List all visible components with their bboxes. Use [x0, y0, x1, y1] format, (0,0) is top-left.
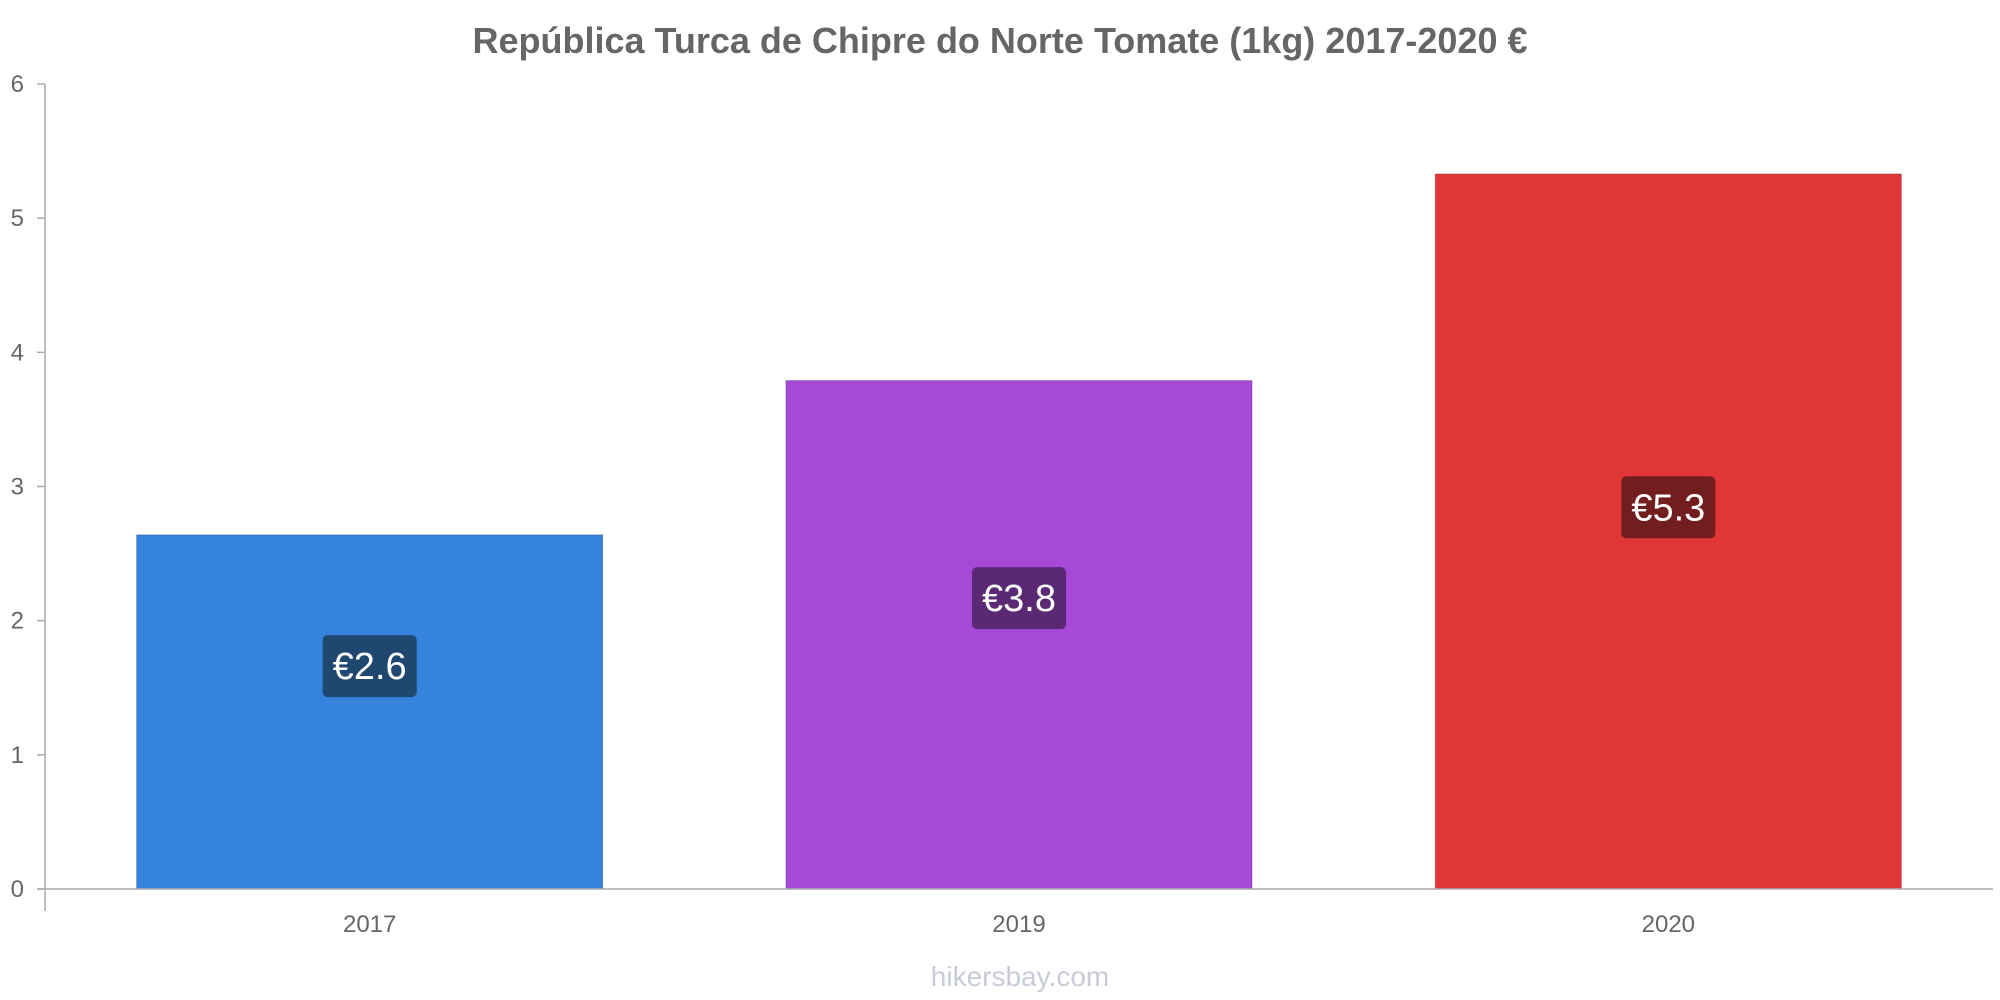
y-tick-label: 5 [11, 205, 24, 232]
x-tick-label: 2017 [343, 911, 396, 938]
value-label-box [1621, 476, 1716, 539]
y-tick-label: 4 [11, 339, 24, 366]
y-tick-label: 0 [11, 876, 24, 903]
y-tick-label: 2 [11, 608, 24, 635]
value-label: €2.6 [333, 646, 407, 688]
x-tick-label: 2019 [992, 911, 1045, 938]
bars: €2.6 €3.8 €5.3 [136, 173, 1902, 890]
y-tick-label: 6 [11, 71, 24, 98]
value-label: €3.8 [982, 578, 1056, 620]
bar-2017 [136, 534, 604, 890]
x-axis: 2017 2019 2020 [37, 888, 1993, 938]
watermark: hikersbay.com [931, 961, 1109, 992]
y-axis: 0 1 2 3 4 5 6 [11, 71, 46, 911]
y-tick-label: 3 [11, 474, 24, 501]
value-label: €5.3 [1631, 487, 1705, 529]
value-label-box [322, 635, 417, 698]
x-tick-label: 2020 [1642, 911, 1695, 938]
value-label-box [972, 567, 1066, 630]
bar-2019 [785, 380, 1253, 890]
chart-title: República Turca de Chipre do Norte Tomat… [473, 20, 1528, 61]
y-tick-label: 1 [11, 742, 24, 769]
